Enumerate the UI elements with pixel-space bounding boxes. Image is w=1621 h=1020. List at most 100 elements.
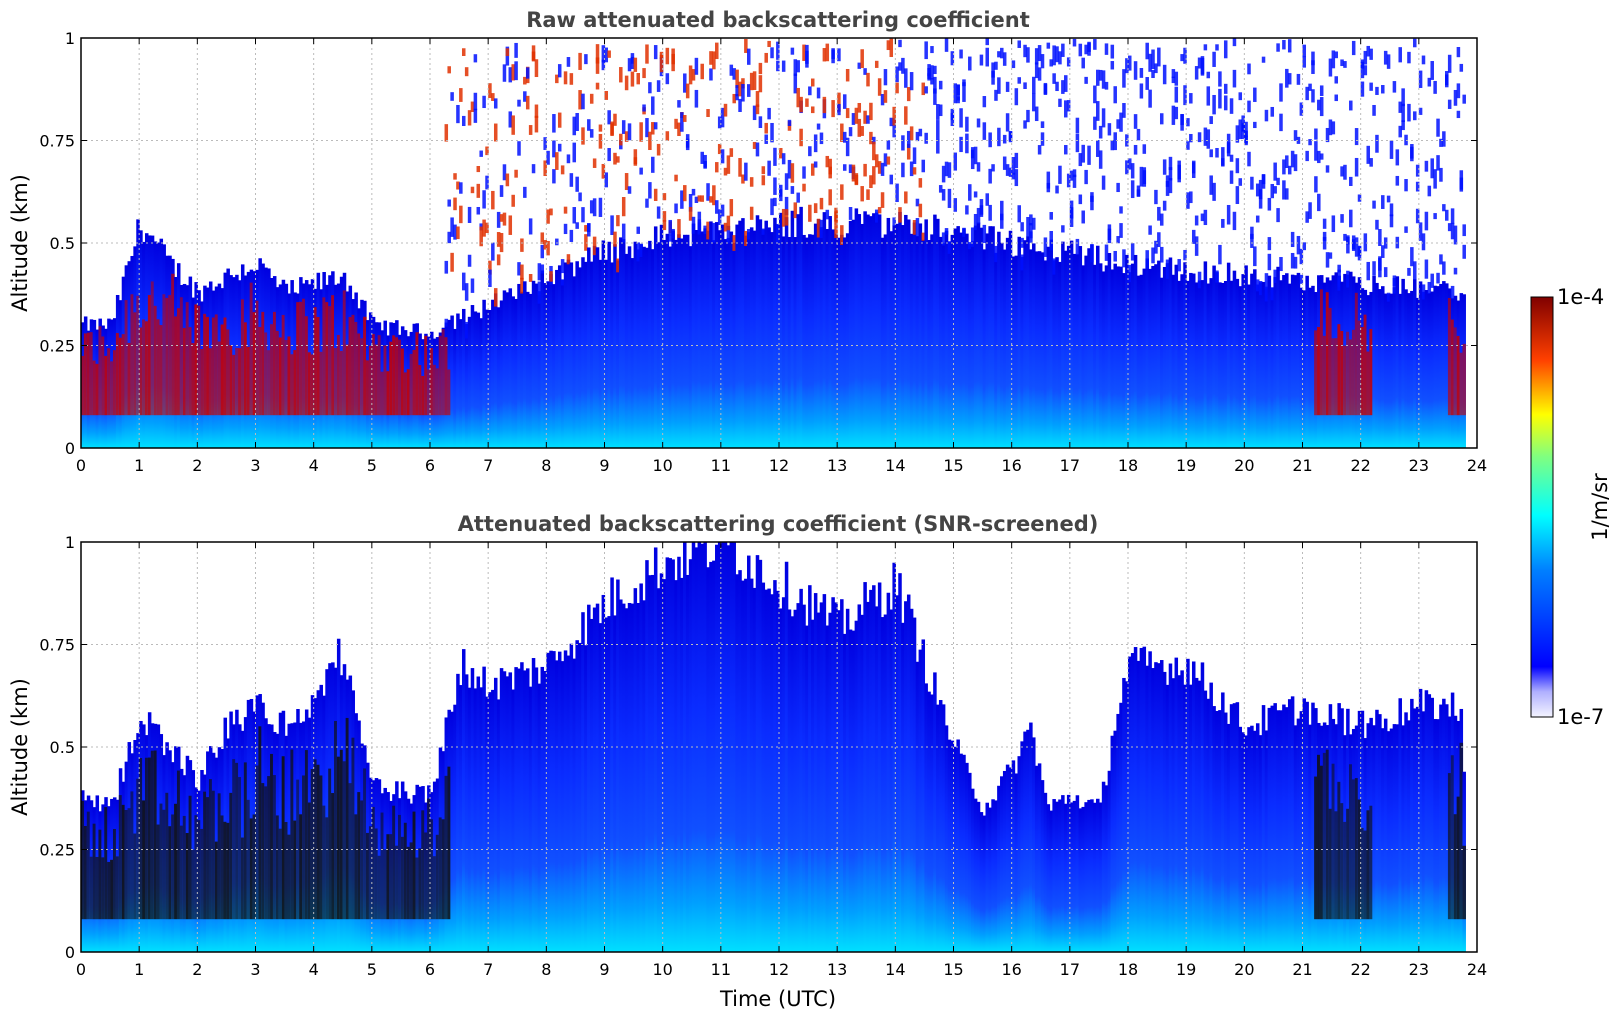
heatmap-column bbox=[825, 228, 830, 448]
heatmap-aerosol-cell bbox=[220, 815, 225, 920]
heatmap-column bbox=[1270, 288, 1275, 448]
heatmap-noise-cell bbox=[447, 66, 451, 74]
heatmap-column bbox=[592, 607, 597, 952]
x-tick-label: 20 bbox=[1234, 456, 1254, 475]
heatmap-column bbox=[1029, 249, 1033, 448]
heatmap-column bbox=[982, 249, 987, 448]
heatmap-column bbox=[1107, 770, 1112, 952]
heatmap-noise-cell bbox=[1084, 44, 1088, 55]
heatmap-noise-cell bbox=[595, 82, 600, 90]
heatmap-column bbox=[1421, 711, 1426, 952]
heatmap-aerosol-cell bbox=[235, 347, 239, 416]
heatmap-aerosol-cell bbox=[366, 832, 370, 920]
heatmap-column bbox=[930, 694, 934, 952]
heatmap-aerosol-cell bbox=[238, 777, 242, 920]
heatmap-column bbox=[1171, 274, 1176, 448]
heatmap-noise-cell bbox=[1151, 247, 1155, 264]
heatmap-column bbox=[819, 602, 824, 952]
heatmap-column bbox=[712, 240, 716, 448]
heatmap-aerosol-cell bbox=[165, 792, 169, 920]
heatmap-noise-cell bbox=[1052, 45, 1056, 66]
heatmap-noise-cell bbox=[1011, 172, 1016, 180]
heatmap-noise-cell bbox=[709, 68, 713, 81]
heatmap-aerosol-cell bbox=[118, 337, 123, 416]
heatmap-column bbox=[933, 214, 937, 448]
heatmap-noise-cell bbox=[1084, 169, 1088, 185]
heatmap-column bbox=[988, 807, 992, 952]
heatmap-column bbox=[1264, 287, 1269, 448]
heatmap-noise-cell bbox=[720, 107, 725, 128]
heatmap-column bbox=[717, 230, 722, 448]
heatmap-noise-cell bbox=[1354, 157, 1359, 177]
heatmap-noise-cell bbox=[860, 186, 864, 202]
heatmap-noise-cell bbox=[584, 54, 588, 65]
heatmap-column bbox=[592, 245, 597, 448]
heatmap-noise-cell bbox=[1450, 285, 1455, 299]
heatmap-noise-cell bbox=[1052, 73, 1056, 84]
heatmap-column bbox=[842, 633, 847, 952]
heatmap-noise-cell bbox=[784, 209, 789, 226]
heatmap-noise-cell bbox=[906, 143, 911, 160]
heatmap-column bbox=[758, 219, 763, 448]
heatmap-noise-cell bbox=[1395, 149, 1400, 166]
heatmap-noise-cell bbox=[1381, 195, 1385, 209]
heatmap-noise-cell bbox=[461, 115, 466, 127]
heatmap-aerosol-cell bbox=[368, 345, 373, 416]
heatmap-column bbox=[1107, 253, 1112, 448]
heatmap-noise-cell bbox=[1238, 178, 1243, 186]
heatmap-noise-cell bbox=[1427, 281, 1432, 294]
heatmap-aerosol-cell bbox=[243, 322, 248, 416]
heatmap-noise-cell bbox=[534, 104, 539, 118]
heatmap-column bbox=[874, 212, 879, 448]
x-tick-label: 11 bbox=[711, 456, 731, 475]
heatmap-column bbox=[901, 225, 905, 448]
heatmap-noise-cell bbox=[1395, 175, 1400, 186]
heatmap-column bbox=[1395, 276, 1400, 448]
heatmap-aerosol-cell bbox=[409, 353, 414, 416]
x-tick-label: 5 bbox=[367, 960, 377, 979]
heatmap-noise-cell bbox=[528, 218, 533, 235]
heatmap-aerosol-cell bbox=[107, 348, 111, 416]
heatmap-noise-cell bbox=[1270, 106, 1275, 117]
heatmap-noise-cell bbox=[520, 238, 524, 252]
heatmap-noise-cell bbox=[1005, 81, 1010, 92]
heatmap-aerosol-cell bbox=[130, 791, 134, 920]
heatmap-noise-cell bbox=[1162, 200, 1167, 211]
heatmap-noise-cell bbox=[578, 90, 582, 110]
heatmap-noise-cell bbox=[1084, 76, 1088, 84]
heatmap-noise-cell bbox=[924, 86, 928, 94]
heatmap-noise-cell bbox=[1354, 237, 1359, 257]
heatmap-column bbox=[930, 234, 934, 448]
heatmap-column bbox=[575, 640, 579, 952]
heatmap-column bbox=[659, 573, 664, 952]
heatmap-column bbox=[616, 579, 620, 952]
heatmap-column bbox=[1177, 675, 1181, 952]
heatmap-noise-cell bbox=[575, 113, 579, 131]
heatmap-noise-cell bbox=[1253, 246, 1257, 267]
heatmap-column bbox=[1442, 698, 1446, 952]
heatmap-noise-cell bbox=[936, 139, 940, 154]
heatmap-noise-cell bbox=[1305, 86, 1309, 101]
heatmap-column bbox=[648, 575, 652, 952]
heatmap-noise-cell bbox=[779, 147, 783, 159]
heatmap-noise-cell bbox=[1334, 51, 1338, 59]
heatmap-noise-cell bbox=[906, 130, 911, 148]
heatmap-aerosol-cell bbox=[334, 720, 338, 920]
heatmap-aerosol-cell bbox=[278, 337, 283, 416]
heatmap-column bbox=[904, 214, 908, 448]
heatmap-aerosol-cell bbox=[418, 848, 422, 920]
heatmap-column bbox=[1212, 265, 1216, 448]
heatmap-column bbox=[464, 323, 469, 448]
heatmap-noise-cell bbox=[1319, 97, 1324, 117]
heatmap-column bbox=[1189, 272, 1193, 448]
heatmap-noise-cell bbox=[630, 56, 635, 70]
heatmap-noise-cell bbox=[1287, 165, 1292, 175]
heatmap-noise-cell bbox=[755, 104, 760, 115]
heatmap-column bbox=[491, 689, 495, 952]
heatmap-column bbox=[968, 772, 972, 952]
heatmap-aerosol-cell bbox=[304, 750, 309, 920]
x-tick-label: 21 bbox=[1292, 960, 1312, 979]
heatmap-aerosol-cell bbox=[366, 360, 370, 416]
heatmap-noise-cell bbox=[825, 155, 830, 168]
heatmap-noise-cell bbox=[816, 123, 821, 130]
